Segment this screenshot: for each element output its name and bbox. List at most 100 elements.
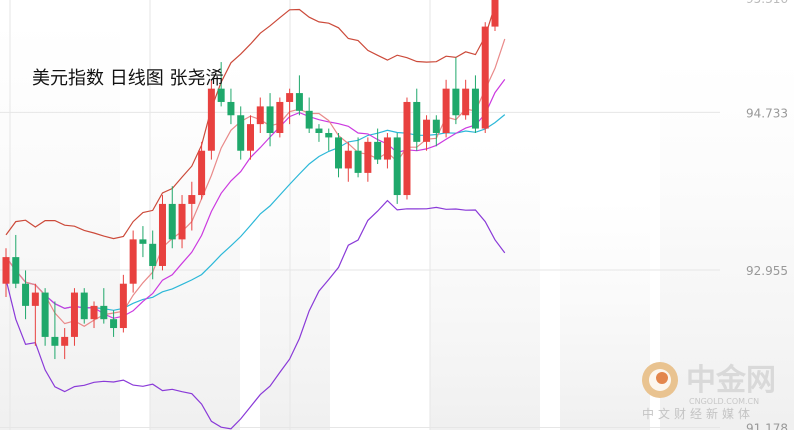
candle-5: [51, 301, 59, 360]
candle-31: [305, 97, 313, 133]
watermark-logo: 中金网 CNGOLD.COM.CN 中文财经新媒体: [642, 362, 776, 421]
candle-23: [227, 88, 235, 125]
y-tick-label-2: 91.178: [746, 422, 788, 430]
candle-body: [149, 243, 157, 266]
candle-34: [335, 132, 343, 178]
candle-body: [178, 203, 186, 240]
candle-2: [22, 270, 30, 320]
candle-body: [491, 0, 499, 27]
candle-body: [393, 137, 401, 196]
candle-body: [286, 93, 294, 102]
candle-48: [471, 75, 479, 133]
ma5-line: [5, 38, 506, 327]
candle-12: [119, 274, 127, 333]
candle-10: [100, 288, 108, 324]
candle-body: [374, 141, 382, 160]
candle-37: [364, 137, 372, 182]
candle-47: [462, 79, 470, 120]
candle-26: [256, 97, 264, 133]
candle-1: [12, 234, 20, 289]
candle-body: [61, 336, 69, 346]
candle-body: [305, 110, 313, 129]
candle-body: [80, 292, 88, 320]
candle-22: [217, 62, 225, 107]
candle-4: [41, 288, 49, 346]
candle-27: [266, 93, 274, 147]
candle-7: [70, 288, 78, 346]
indicator-lines: [5, 0, 506, 430]
candle-0: [2, 248, 10, 298]
candle-body: [383, 137, 391, 160]
candle-15: [149, 230, 157, 280]
candle-30: [295, 75, 303, 116]
candle-body: [442, 88, 450, 133]
candle-39: [383, 132, 391, 169]
candle-body: [168, 203, 176, 240]
candle-9: [90, 301, 98, 329]
y-tick-label-top: 95.316: [746, 0, 788, 6]
candle-16: [158, 195, 166, 271]
candle-body: [452, 88, 460, 116]
candle-24: [237, 106, 245, 160]
candle-body: [110, 319, 118, 329]
candle-body: [335, 137, 343, 169]
candle-29: [286, 88, 294, 125]
candle-body: [247, 124, 254, 151]
y-tick-label-0: 94.733: [746, 106, 788, 120]
candle-18: [178, 195, 186, 249]
candle-body: [256, 106, 264, 125]
candle-body: [158, 203, 166, 266]
candle-body: [462, 88, 470, 116]
candle-body: [129, 239, 137, 284]
candle-body: [315, 128, 323, 133]
candle-body: [31, 292, 39, 306]
candle-19: [188, 181, 196, 231]
candle-13: [129, 230, 137, 293]
candle-33: [325, 128, 333, 151]
watermark-url: CNGOLD.COM.CN: [689, 397, 759, 406]
candle-body: [217, 88, 225, 102]
candle-body: [2, 257, 10, 284]
candle-49: [481, 22, 489, 133]
candle-body: [41, 292, 49, 337]
candle-36: [354, 137, 362, 178]
candle-3: [31, 283, 39, 346]
candle-body: [295, 93, 303, 111]
grid-lines: [0, 0, 720, 430]
candle-body: [403, 101, 411, 196]
candle-body: [354, 150, 362, 173]
candle-21: [207, 79, 215, 160]
candle-body: [227, 101, 235, 116]
candle-body: [266, 106, 274, 133]
candle-35: [344, 141, 352, 182]
candle-body: [237, 115, 245, 151]
candle-45: [442, 79, 450, 138]
candle-body: [471, 88, 479, 129]
candle-body: [364, 141, 372, 173]
candle-20: [198, 141, 206, 200]
candle-body: [325, 132, 333, 138]
candle-body: [139, 239, 147, 244]
candle-28: [276, 97, 284, 138]
candle-body: [12, 257, 20, 284]
ma10-line: [5, 79, 506, 319]
chart-title: 美元指数 日线图 张尧浠: [32, 68, 223, 89]
candle-body: [481, 26, 489, 129]
candle-41: [403, 97, 411, 200]
candle-40: [393, 132, 401, 204]
candle-body: [51, 336, 59, 346]
candle-body: [90, 305, 98, 320]
candle-body: [413, 101, 421, 142]
candle-46: [452, 57, 460, 125]
candle-50: [491, 0, 499, 32]
candle-44: [432, 115, 440, 147]
candle-body: [188, 195, 196, 204]
candle-42: [413, 88, 421, 151]
candle-body: [276, 101, 284, 133]
candle-43: [423, 115, 431, 151]
candle-body: [119, 283, 127, 329]
candle-body: [100, 305, 108, 320]
